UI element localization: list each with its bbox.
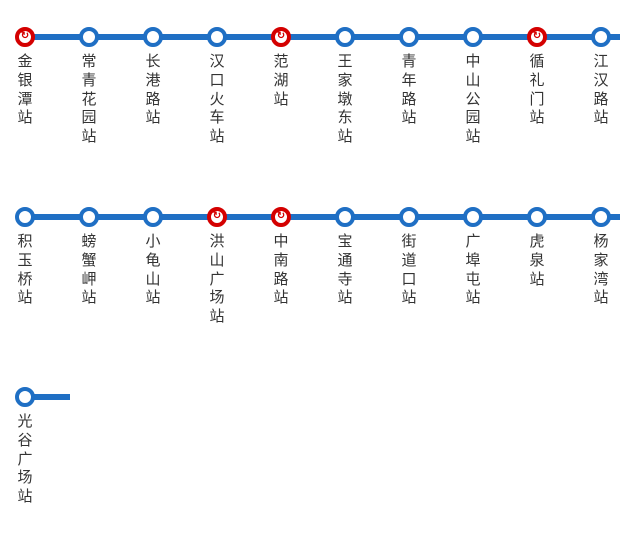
station-icon — [335, 207, 355, 227]
station: 街道口站 — [392, 200, 426, 308]
station: ↻ 中南路站 — [264, 200, 298, 308]
station-icon — [15, 387, 35, 407]
station-label: 广埠屯站 — [456, 233, 490, 308]
station-label: 杨家湾站 — [584, 233, 618, 308]
station-label: 街道口站 — [392, 233, 426, 308]
station-label: 汉口火车站 — [200, 53, 234, 147]
station-label: 虎泉站 — [520, 233, 554, 289]
station: ↻ 范湖站 — [264, 20, 298, 109]
station-label: 光谷广场站 — [8, 413, 42, 507]
station: 常青花园站 — [72, 20, 106, 147]
station-icon — [399, 207, 419, 227]
station: 小龟山站 — [136, 200, 170, 308]
station-icon — [591, 207, 611, 227]
station-icon — [463, 27, 483, 47]
transfer-station-icon: ↻ — [271, 27, 291, 47]
station-label: 积玉桥站 — [8, 233, 42, 308]
station-label: 循礼门站 — [520, 53, 554, 128]
transfer-station-icon: ↻ — [15, 27, 35, 47]
station-label: 宝通寺站 — [328, 233, 362, 308]
transfer-station-icon: ↻ — [271, 207, 291, 227]
station-label: 常青花园站 — [72, 53, 106, 147]
station: ↻ 循礼门站 — [520, 20, 554, 128]
line-row: 光谷广场站 — [0, 380, 644, 550]
station-icon — [463, 207, 483, 227]
station-label: 金银潭站 — [8, 53, 42, 128]
transfer-glyph: ↻ — [277, 212, 285, 222]
station: 中山公园站 — [456, 20, 490, 147]
line-row: ↻ 金银潭站常青花园站长港路站汉口火车站 ↻ 范湖站王家墩东站青年路站中山公园站 ↻ 循礼… — [0, 20, 644, 190]
station: 江汉路站 — [584, 20, 618, 128]
transfer-glyph: ↻ — [213, 212, 221, 222]
line-row: 积玉桥站螃蟹岬站小龟山站 ↻ 洪山广场站 ↻ 中南路站宝通寺站街道口站广埠屯站虎泉站杨家… — [0, 200, 644, 370]
station-label: 江汉路站 — [584, 53, 618, 128]
station-label: 长港路站 — [136, 53, 170, 128]
station-label: 洪山广场站 — [200, 233, 234, 327]
station-icon — [15, 207, 35, 227]
station: 虎泉站 — [520, 200, 554, 289]
station-icon — [207, 27, 227, 47]
transfer-glyph: ↻ — [277, 32, 285, 42]
station-label: 范湖站 — [264, 53, 298, 109]
station-label: 中南路站 — [264, 233, 298, 308]
station-icon — [143, 207, 163, 227]
station: 积玉桥站 — [8, 200, 42, 308]
station: ↻ 洪山广场站 — [200, 200, 234, 327]
station: 王家墩东站 — [328, 20, 362, 147]
station: 广埠屯站 — [456, 200, 490, 308]
station-icon — [79, 207, 99, 227]
station-icon — [591, 27, 611, 47]
station: 螃蟹岬站 — [72, 200, 106, 308]
station-label: 中山公园站 — [456, 53, 490, 147]
station-icon — [399, 27, 419, 47]
station: 汉口火车站 — [200, 20, 234, 147]
station-label: 小龟山站 — [136, 233, 170, 308]
station-label: 螃蟹岬站 — [72, 233, 106, 308]
transfer-glyph: ↻ — [21, 32, 29, 42]
transfer-station-icon: ↻ — [207, 207, 227, 227]
station-label: 青年路站 — [392, 53, 426, 128]
station: 杨家湾站 — [584, 200, 618, 308]
station-label: 王家墩东站 — [328, 53, 362, 147]
station: 青年路站 — [392, 20, 426, 128]
station: 光谷广场站 — [8, 380, 42, 507]
station: 宝通寺站 — [328, 200, 362, 308]
station-icon — [335, 27, 355, 47]
station-icon — [527, 207, 547, 227]
station-icon — [79, 27, 99, 47]
station: 长港路站 — [136, 20, 170, 128]
transfer-station-icon: ↻ — [527, 27, 547, 47]
station: ↻ 金银潭站 — [8, 20, 42, 128]
transfer-glyph: ↻ — [533, 32, 541, 42]
station-icon — [143, 27, 163, 47]
